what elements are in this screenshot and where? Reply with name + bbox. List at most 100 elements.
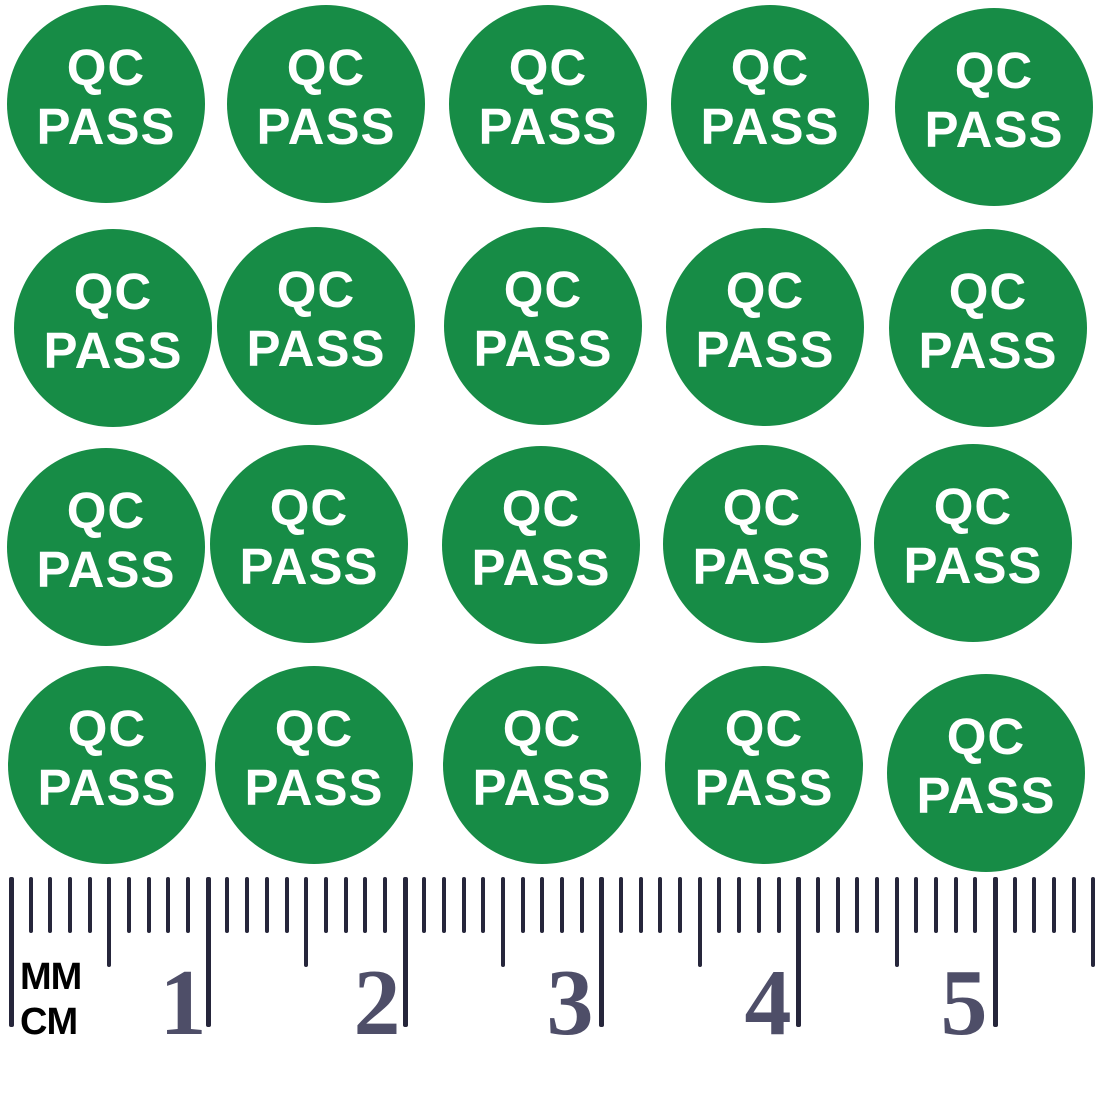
qc-pass-sticker: QC PASS (895, 8, 1093, 206)
ruler-mm-tick (323, 877, 328, 933)
sticker-line2: PASS (700, 98, 840, 155)
sticker-line1: QC (946, 708, 1026, 765)
qc-pass-sticker: QC PASS (666, 228, 864, 426)
qc-pass-sticker: QC PASS (7, 448, 205, 646)
sticker-text: QC PASS (924, 41, 1063, 159)
sticker-line1: QC (67, 700, 147, 757)
sticker-text: QC PASS (36, 38, 175, 156)
qc-pass-sticker: QC PASS (215, 666, 413, 864)
qc-pass-sticker: QC PASS (227, 5, 425, 203)
ruler-mm-tick (422, 877, 427, 933)
sticker-line2: PASS (918, 322, 1058, 379)
sticker-text: QC PASS (692, 478, 831, 596)
ruler-mm-tick (441, 877, 446, 933)
qc-pass-sticker: QC PASS (665, 666, 863, 864)
sticker-text: QC PASS (694, 699, 833, 817)
ruler-number-1: 1 (159, 951, 207, 1055)
ruler-number-3: 3 (546, 951, 594, 1055)
ruler-mm-tick (756, 877, 761, 933)
ruler-mm-tick (48, 877, 53, 933)
sticker-text: QC PASS (903, 477, 1042, 595)
ruler-mm-tick (658, 877, 663, 933)
ruler-mm-tick (855, 877, 860, 933)
ruler: 1 2 3 4 5 MM CM (0, 876, 1100, 1100)
ruler-half-cm-tick (107, 877, 112, 967)
qc-pass-sticker: QC PASS (8, 666, 206, 864)
ruler-mm-tick (1032, 877, 1037, 933)
ruler-mm-tick (953, 877, 958, 933)
sticker-line1: QC (508, 39, 588, 96)
ruler-mm-tick (540, 877, 545, 933)
qc-pass-sticker: QC PASS (887, 674, 1085, 872)
sticker-line1: QC (503, 261, 583, 318)
sticker-line2: PASS (43, 322, 183, 379)
sticker-text: QC PASS (471, 479, 610, 597)
ruler-number-5: 5 (940, 951, 988, 1055)
ruler-mm-tick (914, 877, 919, 933)
sticker-line1: QC (73, 263, 153, 320)
qc-pass-sticker: QC PASS (443, 666, 641, 864)
ruler-cm-tick (796, 877, 802, 1027)
sticker-line1: QC (286, 39, 366, 96)
sticker-line1: QC (274, 700, 354, 757)
qc-pass-sticker: QC PASS (449, 5, 647, 203)
sticker-text: QC PASS (43, 262, 182, 380)
sticker-line1: QC (66, 482, 146, 539)
sticker-line2: PASS (692, 538, 832, 595)
ruler-mm-tick (638, 877, 643, 933)
sticker-line1: QC (725, 262, 805, 319)
sticker-line2: PASS (37, 759, 177, 816)
ruler-number-2: 2 (353, 951, 401, 1055)
ruler-mm-tick (186, 877, 191, 933)
sticker-text: QC PASS (36, 481, 175, 599)
ruler-half-cm-tick (501, 877, 505, 967)
sticker-line1: QC (276, 261, 356, 318)
ruler-unit-cm-label: CM (20, 1001, 78, 1043)
ruler-cm-tick (993, 877, 998, 1027)
sticker-line1: QC (948, 263, 1028, 320)
ruler-mm-tick (225, 877, 230, 933)
sticker-line1: QC (730, 39, 810, 96)
qc-pass-sticker: QC PASS (671, 5, 869, 203)
qc-pass-sticker: QC PASS (217, 227, 415, 425)
ruler-mm-tick (1052, 877, 1057, 933)
qc-pass-sticker: QC PASS (442, 446, 640, 644)
sticker-text: QC PASS (473, 260, 612, 378)
sticker-line2: PASS (246, 320, 386, 377)
sticker-line2: PASS (36, 541, 176, 598)
sticker-text: QC PASS (918, 262, 1057, 380)
ruler-mm-tick (166, 877, 171, 933)
ruler-mm-tick (973, 877, 978, 933)
ruler-mm-tick (363, 877, 368, 933)
ruler-mm-tick (1071, 877, 1076, 933)
sticker-text: QC PASS (700, 38, 839, 156)
ruler-mm-tick (284, 877, 289, 933)
sticker-line2: PASS (478, 98, 618, 155)
sticker-text: QC PASS (246, 260, 385, 378)
ruler-mm-tick (146, 877, 151, 933)
ruler-half-cm-tick (894, 877, 899, 967)
ruler-mm-tick (461, 877, 466, 933)
ruler-mm-tick (264, 877, 269, 933)
ruler-mm-tick (835, 877, 840, 933)
ruler-mm-tick (874, 877, 879, 933)
sticker-line1: QC (722, 479, 802, 536)
qc-pass-sticker: QC PASS (874, 444, 1072, 642)
sticker-line1: QC (724, 700, 804, 757)
sticker-text: QC PASS (239, 478, 378, 596)
ruler-half-cm-tick (304, 877, 309, 967)
ruler-mm-tick (815, 877, 820, 933)
ruler-mm-tick (1012, 877, 1017, 933)
sticker-text: QC PASS (244, 699, 383, 817)
qc-pass-sticker: QC PASS (663, 445, 861, 643)
ruler-mm-tick (579, 877, 584, 933)
ruler-mm-tick (776, 877, 781, 933)
sticker-line2: PASS (239, 538, 379, 595)
sticker-text: QC PASS (37, 699, 176, 817)
ruler-mm-tick (933, 877, 938, 933)
qc-pass-sticker: QC PASS (210, 445, 408, 643)
sticker-line2: PASS (256, 98, 396, 155)
qc-pass-sticker: QC PASS (889, 229, 1087, 427)
ruler-mm-tick (560, 877, 565, 933)
ruler-mm-tick (87, 877, 92, 933)
